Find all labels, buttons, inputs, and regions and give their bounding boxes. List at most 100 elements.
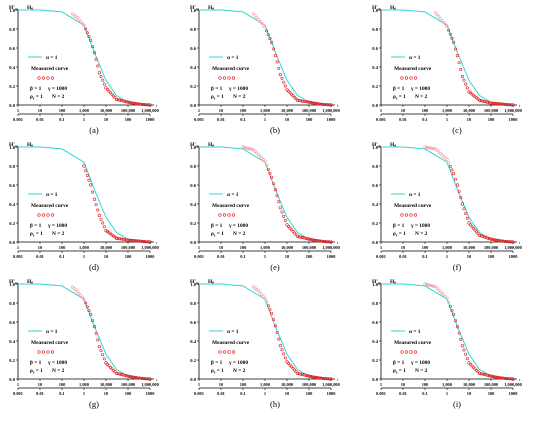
chart-panel: 0.0 0.2 0.4 0.6 0.8 1.0H'm H0 1 10 100 1,000 10,000…: [190, 5, 341, 135]
x-top-tick-label: 1: [17, 245, 19, 250]
measured-point: [253, 149, 257, 153]
legend-marker-swatch: [227, 213, 231, 217]
measured-point: [499, 239, 504, 243]
measured-point: [435, 148, 439, 152]
measured-point: [270, 40, 274, 44]
y-tick-label: 1.0: [9, 282, 15, 287]
measured-point: [300, 99, 304, 103]
x-bottom-tick-label: 100: [488, 254, 495, 259]
param-beta: β = 1: [211, 223, 223, 229]
chart-panel: 0.0 0.2 0.4 0.6 0.8 1.0H'm H0 1 10 100 1,000 10,000…: [372, 5, 523, 135]
measured-point: [127, 238, 131, 242]
y-tick-label: 0.2: [9, 358, 15, 363]
y-tick-label: 0.8: [190, 301, 196, 306]
measured-point: [75, 290, 79, 294]
measured-point: [119, 99, 123, 103]
x-top-unit: t: [519, 377, 521, 382]
param-rho: ρs = 1: [211, 94, 224, 101]
param-beta: β = 1: [211, 360, 223, 366]
x-bottom-tick-label: 0.01: [36, 254, 44, 259]
measured-point: [256, 153, 260, 157]
measured-point: [499, 102, 504, 106]
y-tick-label: 0.0: [9, 103, 15, 108]
measured-point: [490, 237, 494, 241]
legend-line-label: α = 1: [46, 55, 58, 61]
legend-marker-swatch: [409, 213, 413, 217]
y-tick-label: 0.0: [190, 240, 196, 245]
legend-marker-swatch: [46, 76, 50, 80]
measured-point: [265, 29, 269, 33]
measured-point: [327, 240, 331, 244]
y-tick-label: 0.2: [190, 358, 196, 363]
measured-point: [289, 92, 293, 96]
y-tick-label: 0.6: [9, 320, 15, 325]
measured-point: [443, 295, 447, 299]
measured-point: [327, 103, 331, 107]
measured-point: [424, 282, 428, 286]
x-bottom-tick-label: 100: [488, 117, 495, 122]
measured-point: [429, 146, 433, 150]
measured-point: [493, 375, 497, 379]
chart-panel: 0.0 0.2 0.4 0.6 0.8 1.0H'm H0 1 10 100 1,000 10,000…: [190, 142, 341, 272]
measured-point: [307, 237, 311, 241]
measured-point: [437, 288, 441, 292]
x-bottom-tick-label: 100: [125, 117, 132, 122]
measured-point: [256, 17, 260, 22]
measured-point: [454, 177, 458, 181]
y-tick-label: 1.0: [372, 8, 378, 13]
measured-point: [473, 367, 477, 371]
measured-point: [133, 376, 137, 380]
measured-point: [272, 182, 276, 186]
x-top-tick-label: 10: [38, 245, 43, 250]
measured-point: [132, 239, 136, 243]
measured-point: [427, 283, 431, 287]
measured-point: [304, 100, 308, 104]
measured-point: [327, 377, 331, 381]
x-top-tick-label: 100: [240, 382, 247, 387]
measured-point: [96, 64, 100, 68]
measured-point: [498, 239, 502, 243]
chart-panel: 0.0 0.2 0.4 0.6 0.8 1.0H'm H0 1 10 100 1,000 10,000…: [372, 279, 523, 409]
measured-point: [445, 24, 449, 28]
x-top-tick-label: 1: [380, 245, 382, 250]
measured-point: [91, 190, 95, 194]
measured-point: [84, 301, 88, 305]
measured-point: [482, 235, 486, 239]
x-bottom-tick-label: 0.1: [59, 391, 65, 396]
measured-point: [91, 45, 95, 49]
measured-point: [92, 51, 97, 55]
measured-point: [280, 76, 284, 80]
measured-point: [484, 373, 488, 377]
measured-point: [317, 102, 322, 106]
x-top-tick-label: 1,000,000: [141, 382, 159, 387]
y-axis-label-left: H'm: [190, 279, 200, 286]
measured-point: [465, 357, 469, 361]
x-top-unit: t: [156, 240, 158, 245]
param-beta: β = 1: [393, 360, 405, 366]
x-bottom-tick-label: 0.1: [422, 391, 428, 396]
measured-point: [476, 370, 480, 374]
y-tick-label: 0.8: [9, 301, 15, 306]
measured-point: [498, 102, 502, 106]
x-top-tick-label: 1,000: [442, 245, 453, 250]
measured-point: [96, 208, 100, 212]
x-bottom-tick-label: 1000: [509, 254, 519, 259]
y-tick-label: 0.0: [9, 240, 15, 245]
measured-point: [138, 102, 142, 106]
measured-point: [459, 196, 463, 200]
measured-point: [509, 377, 513, 381]
measured-point: [285, 360, 289, 364]
measured-point: [427, 146, 431, 150]
measured-point: [462, 78, 466, 82]
legend-marker-swatch: [400, 213, 404, 217]
y-tick-label: 0.2: [372, 84, 378, 89]
measured-point: [263, 159, 267, 163]
measured-point: [326, 103, 330, 107]
y-tick-label: 1.0: [190, 145, 196, 150]
x-top-tick-label: 10: [38, 382, 43, 387]
legend-marker-swatch: [231, 350, 236, 354]
measured-point: [506, 103, 510, 107]
y-axis-label-right: H0: [208, 5, 214, 12]
measured-point: [135, 376, 139, 380]
measured-point: [492, 375, 496, 379]
